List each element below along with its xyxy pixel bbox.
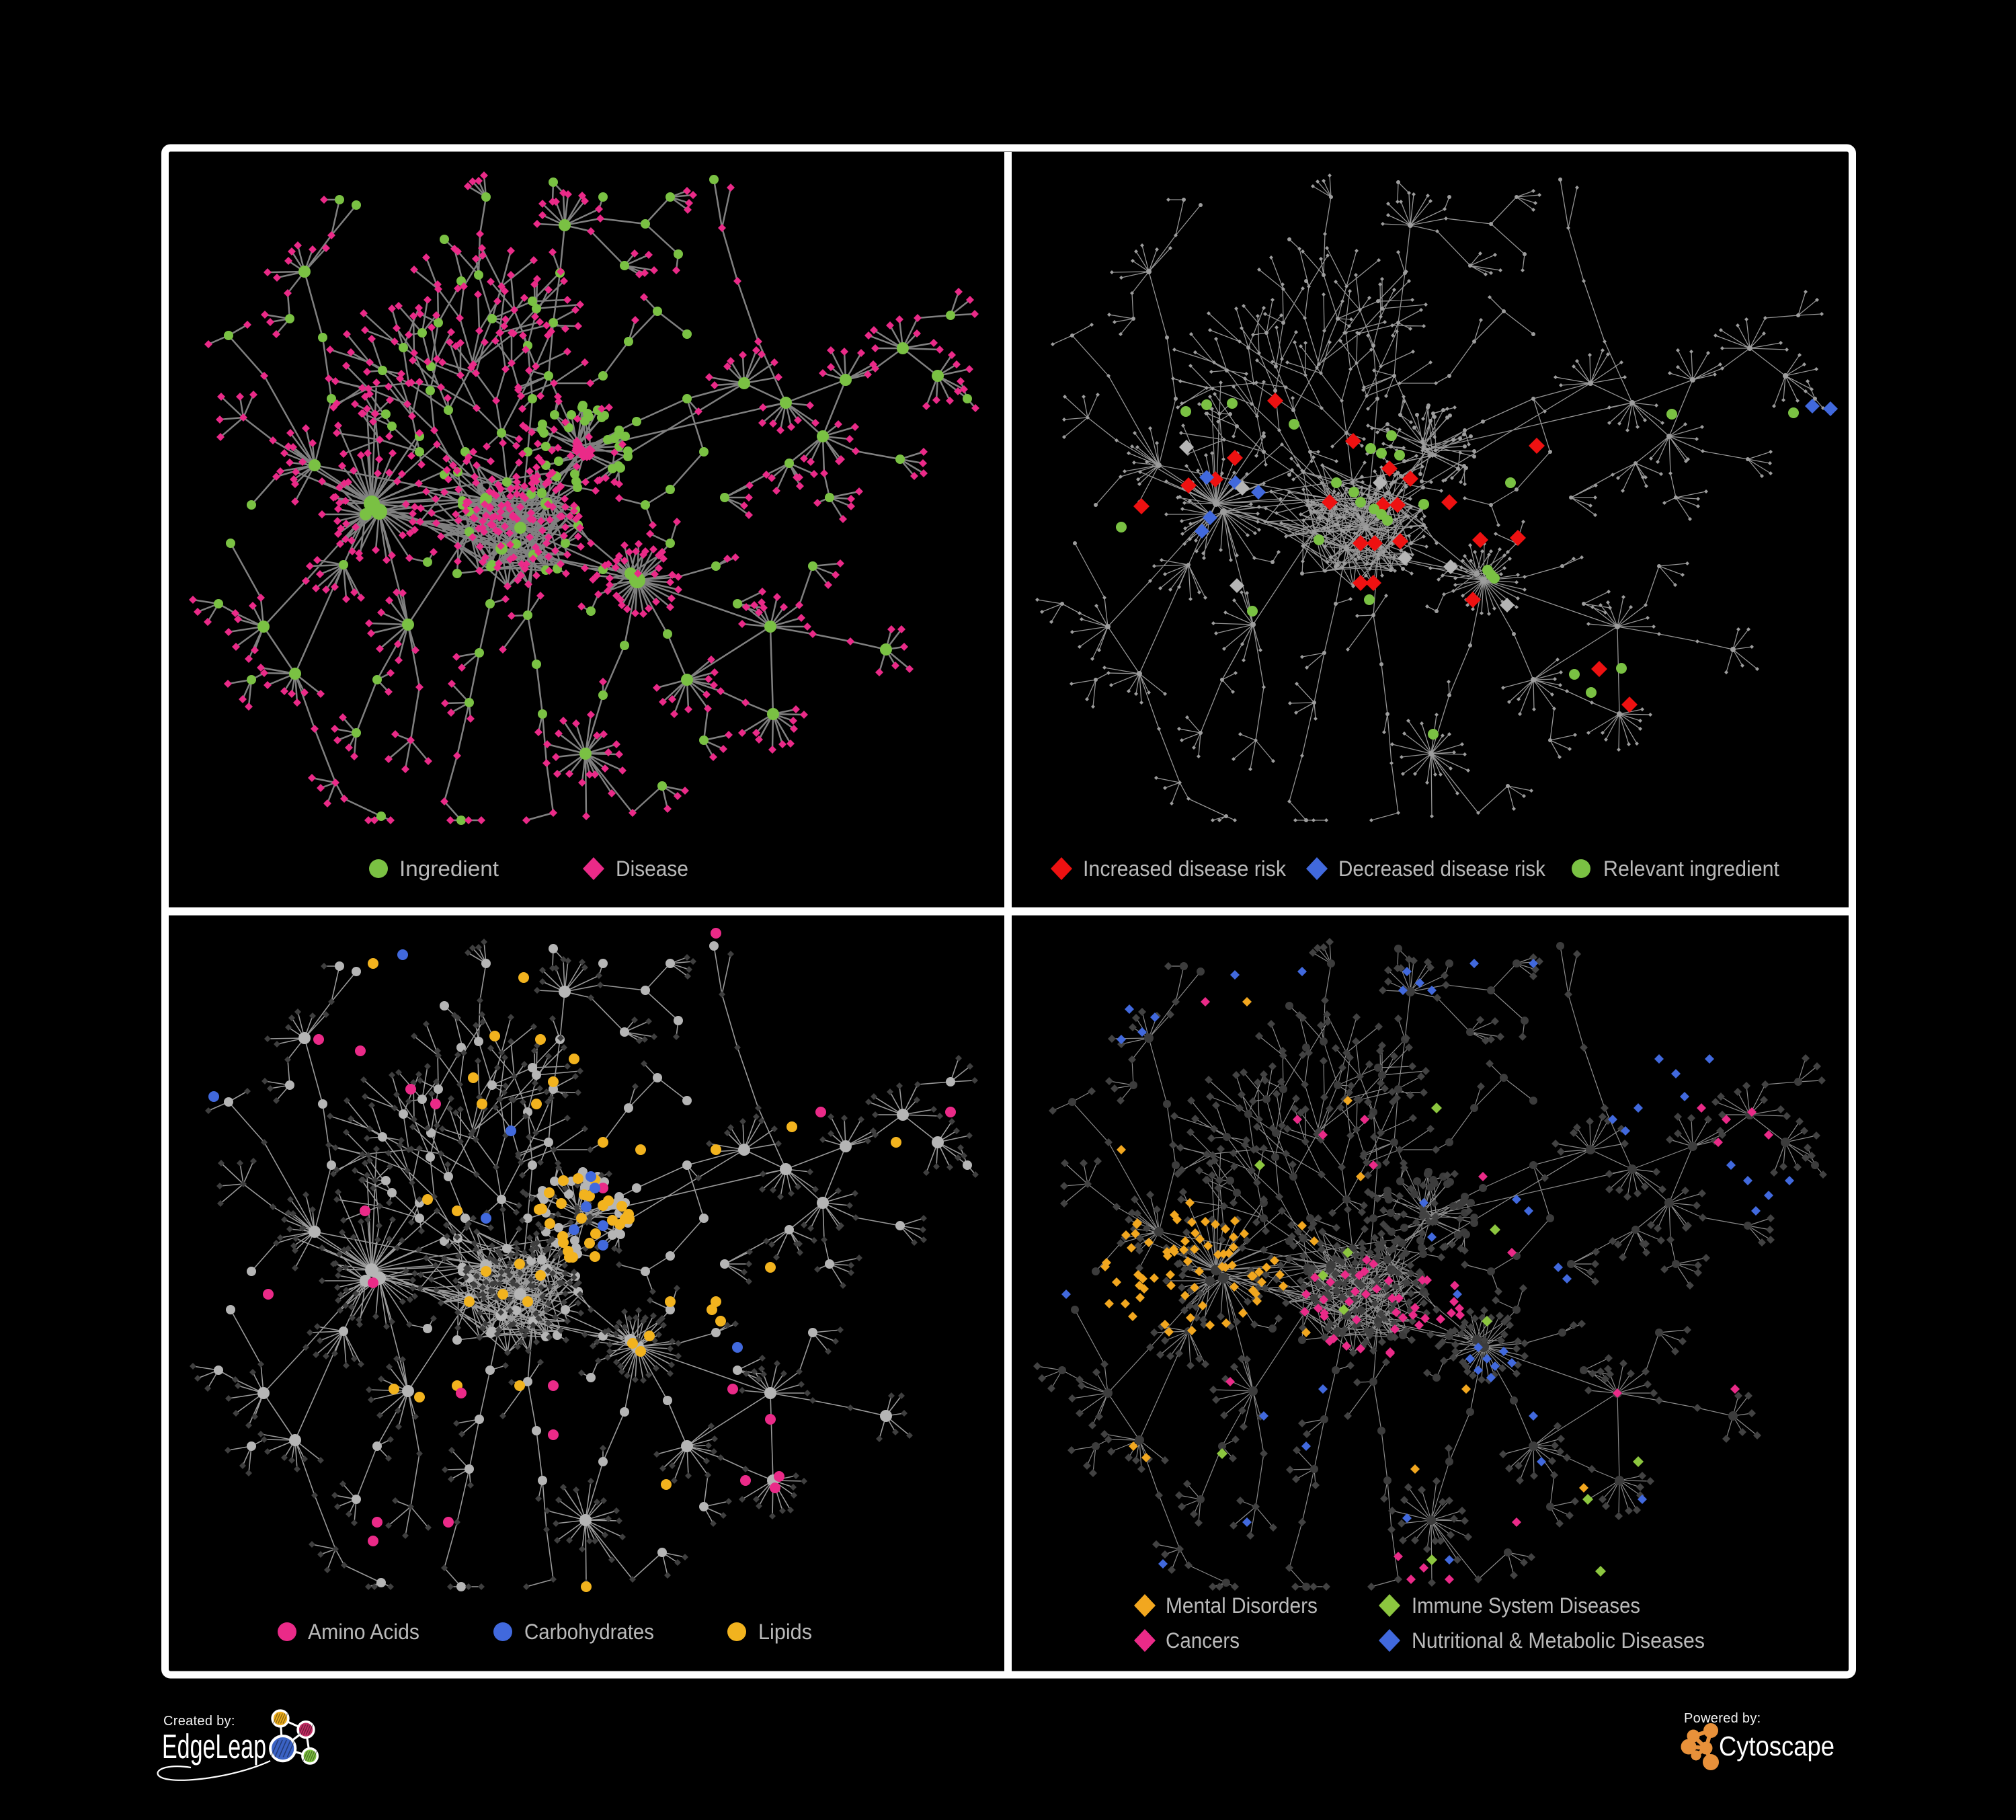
svg-text:Powered by:: Powered by: [1684,1711,1761,1726]
svg-text:Carbohydrates: Carbohydrates [524,1620,654,1644]
svg-text:Increased disease risk: Increased disease risk [1083,857,1287,881]
svg-text:Decreased disease risk: Decreased disease risk [1338,857,1546,881]
svg-text:Immune System Diseases: Immune System Diseases [1412,1593,1640,1618]
svg-text:Cancers: Cancers [1166,1628,1240,1653]
svg-text:Cytoscape: Cytoscape [1719,1731,1834,1762]
svg-text:Disease: Disease [616,857,688,881]
svg-text:Relevant ingredient: Relevant ingredient [1603,857,1779,881]
svg-text:EdgeLeap: EdgeLeap [162,1727,266,1766]
svg-text:Ingredient: Ingredient [399,857,499,881]
svg-text:Mental Disorders: Mental Disorders [1166,1593,1318,1618]
svg-text:Nutritional & Metabolic Diseas: Nutritional & Metabolic Diseases [1412,1628,1705,1653]
svg-text:Lipids: Lipids [758,1620,812,1644]
svg-text:Amino Acids: Amino Acids [308,1620,419,1644]
svg-text:Created by:: Created by: [163,1714,235,1729]
